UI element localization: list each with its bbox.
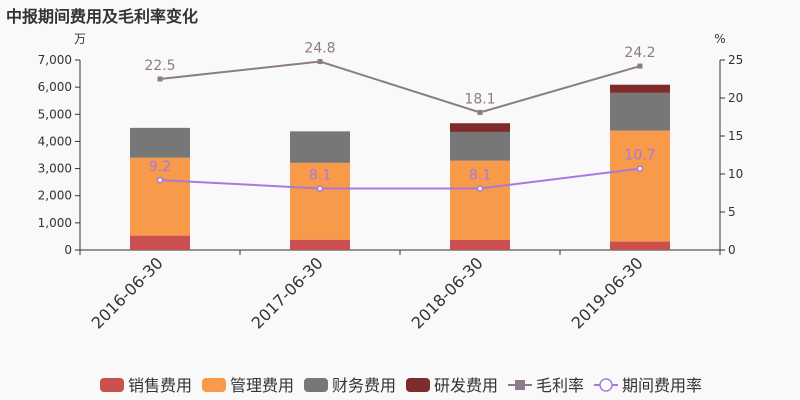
x-tick-label: 2018-06-30 [408, 253, 487, 332]
line-point [636, 165, 644, 172]
legend-marker [599, 378, 613, 392]
data-label: 8.1 [309, 167, 331, 183]
legend-swatch [304, 378, 328, 392]
legend-label: 管理费用 [230, 376, 294, 395]
data-label: 24.8 [304, 41, 335, 57]
legend-marker [515, 380, 525, 390]
right-axis-unit: % [714, 32, 725, 46]
series-line [159, 167, 641, 190]
right-tick-label: 15 [728, 129, 743, 143]
left-tick-label: 2,000 [38, 189, 72, 203]
bar-segment [450, 160, 510, 240]
x-tick-label: 2017-06-30 [248, 253, 327, 332]
left-axis-unit: 万 [74, 32, 86, 46]
line-point [477, 109, 483, 115]
bar-segment [450, 123, 510, 132]
legend-label: 毛利率 [536, 376, 584, 395]
chart-title: 中报期间费用及毛利率变化 [6, 7, 199, 26]
data-label: 8.1 [469, 167, 491, 183]
bar-segment [450, 131, 510, 161]
left-tick-label: 6,000 [38, 80, 72, 94]
right-tick-label: 0 [728, 243, 736, 257]
line-point [316, 185, 324, 192]
right-tick-label: 25 [728, 53, 743, 67]
legend-label: 研发费用 [434, 376, 498, 395]
right-tick-label: 20 [728, 91, 743, 105]
line-point [476, 185, 484, 192]
bar-segment [610, 92, 670, 131]
legend-swatch [406, 378, 430, 392]
bar-segment [610, 84, 670, 93]
bar-segment [610, 241, 670, 250]
x-tick-label: 2016-06-30 [88, 253, 167, 332]
legend-label: 财务费用 [332, 376, 396, 395]
data-label: 9.2 [149, 159, 171, 175]
bar-segment [290, 131, 350, 163]
line-point [157, 76, 163, 82]
bar-segment [290, 162, 350, 240]
legend-swatch [100, 378, 124, 392]
bar-segment [130, 235, 190, 250]
left-tick-label: 5,000 [38, 107, 72, 121]
bar-segment [450, 239, 510, 250]
left-tick-label: 4,000 [38, 134, 72, 148]
series-line [159, 60, 641, 114]
left-tick-label: 7,000 [38, 53, 72, 67]
line-point [637, 63, 643, 69]
left-tick-label: 0 [64, 243, 72, 257]
x-tick-label: 2019-06-30 [568, 253, 647, 332]
legend-swatch [202, 378, 226, 392]
legend-label: 销售费用 [128, 376, 192, 395]
line-point [317, 59, 323, 65]
legend-label: 期间费用率 [622, 376, 702, 395]
bar-segment [130, 157, 190, 236]
left-tick-label: 3,000 [38, 162, 72, 176]
bar-segment [610, 130, 670, 242]
data-label: 18.1 [464, 91, 495, 107]
data-label: 22.5 [144, 58, 175, 74]
right-tick-label: 10 [728, 167, 743, 181]
data-label: 24.2 [624, 45, 655, 61]
line-point [156, 176, 164, 184]
bar-segment [290, 239, 350, 250]
right-tick-label: 5 [728, 205, 736, 219]
data-label: 10.7 [624, 148, 655, 164]
left-tick-label: 1,000 [38, 216, 72, 230]
bar-segment [130, 127, 190, 158]
